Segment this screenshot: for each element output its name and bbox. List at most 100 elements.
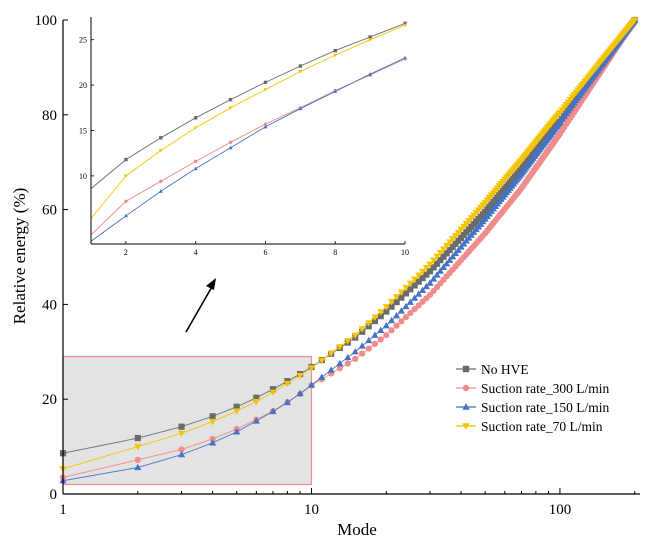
x-tick-label: 1 bbox=[59, 502, 67, 518]
y-tick-label: 100 bbox=[35, 13, 58, 29]
data-marker bbox=[124, 199, 128, 204]
legend-entry-2: Suction rate_150 L/min bbox=[456, 400, 609, 415]
legend: No HVE Suction rate_300 L/min Suction rate… bbox=[456, 362, 609, 434]
data-marker bbox=[383, 308, 390, 315]
y-axis-title: Relative energy (%) bbox=[10, 188, 29, 325]
data-marker bbox=[178, 446, 185, 453]
data-marker bbox=[423, 271, 430, 278]
data-marker bbox=[377, 313, 384, 320]
data-marker bbox=[209, 439, 217, 446]
data-marker bbox=[429, 257, 438, 264]
data-marker bbox=[388, 327, 395, 334]
data-marker bbox=[263, 124, 268, 129]
data-marker bbox=[411, 276, 419, 283]
inset-x-tick-label: 8 bbox=[333, 248, 337, 257]
data-marker bbox=[439, 263, 448, 271]
data-marker bbox=[406, 298, 414, 305]
data-marker bbox=[269, 389, 277, 396]
data-marker bbox=[403, 55, 407, 60]
data-marker bbox=[433, 253, 441, 261]
inset-series-0 bbox=[90, 21, 407, 189]
data-marker bbox=[123, 213, 128, 218]
data-marker bbox=[397, 307, 405, 314]
data-marker bbox=[318, 373, 326, 380]
data-marker bbox=[158, 149, 163, 153]
data-marker bbox=[193, 126, 198, 130]
data-marker bbox=[411, 282, 418, 289]
data-marker bbox=[333, 89, 338, 93]
data-marker bbox=[298, 64, 303, 68]
inset-series-3 bbox=[90, 23, 407, 219]
data-marker bbox=[327, 366, 335, 373]
data-marker bbox=[377, 336, 384, 343]
data-marker bbox=[365, 345, 372, 352]
data-marker bbox=[134, 463, 142, 471]
data-marker bbox=[371, 331, 379, 338]
data-marker bbox=[419, 286, 427, 293]
data-marker bbox=[397, 289, 405, 296]
data-marker bbox=[368, 38, 373, 42]
data-marker bbox=[269, 407, 277, 415]
zoom-highlight-box bbox=[62, 355, 313, 486]
data-marker bbox=[430, 264, 437, 271]
data-marker bbox=[440, 253, 447, 260]
arrow-shaft bbox=[185, 284, 214, 333]
y-tick-label: 80 bbox=[42, 108, 57, 124]
data-marker bbox=[193, 116, 198, 120]
data-marker bbox=[402, 290, 410, 297]
data-marker bbox=[436, 249, 444, 257]
data-marker bbox=[123, 174, 128, 178]
data-marker bbox=[439, 246, 448, 253]
data-marker bbox=[344, 338, 352, 345]
inset-background bbox=[91, 17, 405, 244]
data-marker bbox=[177, 430, 186, 438]
data-marker bbox=[228, 106, 233, 110]
main-plot-series bbox=[59, 16, 639, 484]
data-marker bbox=[451, 232, 460, 240]
legend-entry-0: No HVE bbox=[456, 362, 529, 377]
data-marker bbox=[449, 253, 457, 260]
data-marker bbox=[365, 320, 373, 327]
data-marker bbox=[443, 250, 450, 257]
data-marker bbox=[209, 418, 217, 426]
data-marker bbox=[318, 357, 326, 364]
data-marker bbox=[398, 294, 405, 301]
data-marker bbox=[333, 53, 338, 58]
data-marker bbox=[209, 435, 216, 443]
legend-entry-1: Suction rate_300 L/min bbox=[456, 381, 609, 396]
data-marker bbox=[333, 48, 337, 53]
data-marker bbox=[233, 428, 241, 435]
data-marker bbox=[433, 260, 441, 267]
main-plot-axes: 0 20 40 60 80 100 1 10 100 bbox=[35, 13, 640, 518]
data-marker bbox=[371, 314, 379, 321]
data-marker bbox=[411, 306, 418, 313]
inset-plot: 10 15 20 25 2 4 6 8 10 bbox=[79, 17, 409, 257]
data-marker bbox=[352, 355, 359, 363]
data-marker bbox=[358, 342, 366, 349]
data-marker bbox=[269, 386, 277, 393]
data-marker bbox=[407, 309, 414, 317]
data-marker bbox=[159, 179, 163, 184]
data-marker bbox=[252, 398, 260, 406]
arrow-head bbox=[206, 278, 216, 290]
data-marker bbox=[263, 122, 268, 126]
data-marker bbox=[462, 365, 470, 373]
data-marker bbox=[387, 316, 396, 324]
data-marker bbox=[298, 106, 303, 111]
y-tick-label: 0 bbox=[50, 487, 58, 503]
data-marker bbox=[351, 348, 359, 355]
legend-entry-3: Suction rate_70 L/min bbox=[456, 419, 603, 434]
data-marker bbox=[193, 159, 198, 164]
data-marker bbox=[406, 280, 414, 288]
inset-x-tick-label: 6 bbox=[263, 248, 267, 257]
data-marker bbox=[368, 35, 372, 39]
data-marker bbox=[124, 157, 128, 162]
data-marker bbox=[402, 313, 410, 321]
data-marker bbox=[422, 282, 430, 290]
data-marker bbox=[368, 72, 373, 76]
data-marker bbox=[233, 403, 240, 410]
data-marker bbox=[377, 326, 385, 334]
data-marker bbox=[263, 88, 268, 92]
data-marker bbox=[193, 166, 198, 171]
